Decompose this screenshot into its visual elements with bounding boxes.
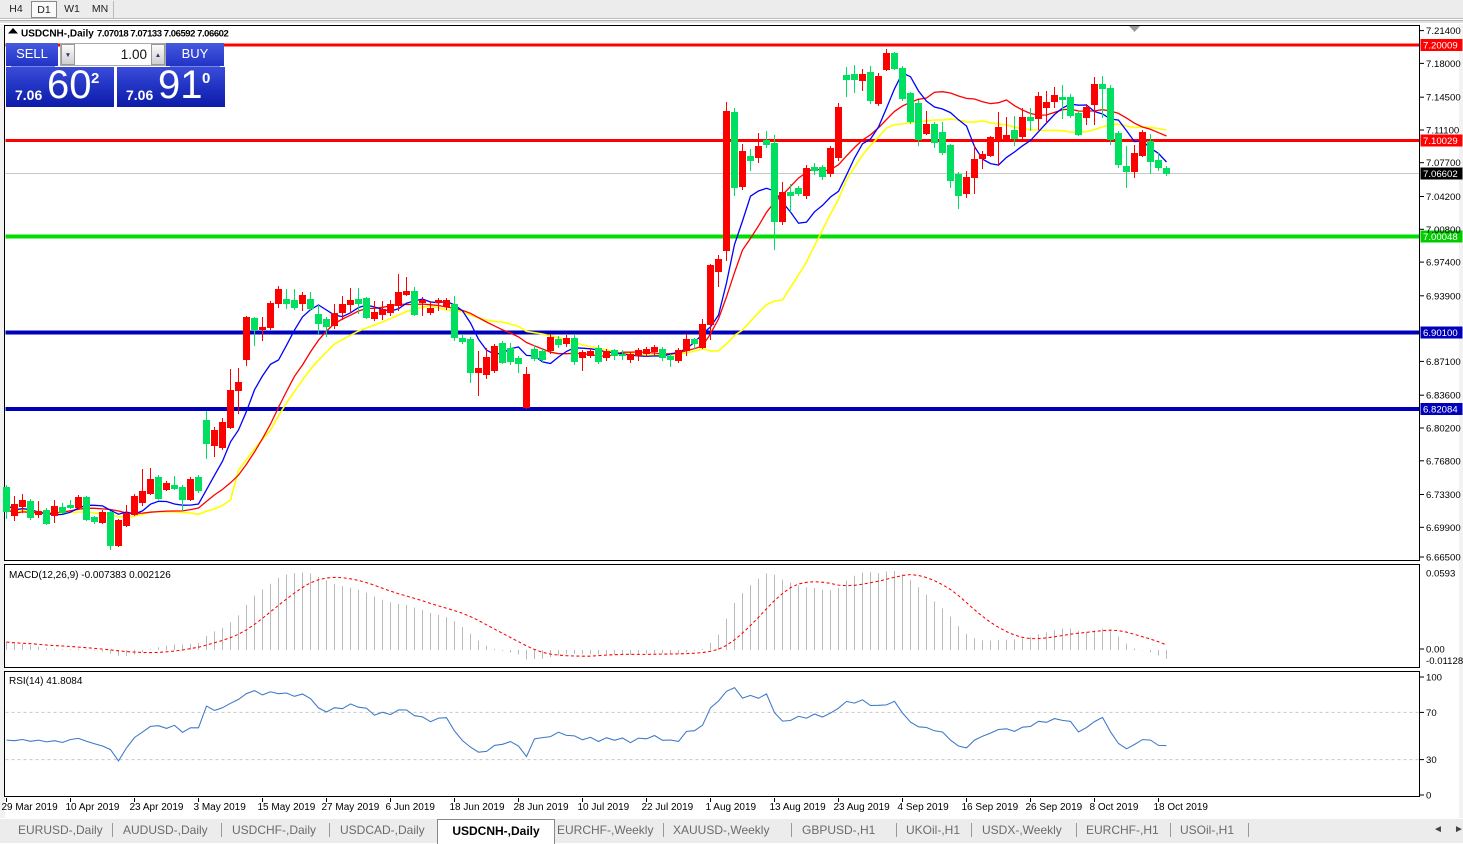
svg-text:6.66500: 6.66500	[1426, 553, 1461, 564]
svg-text:27 May 2019: 27 May 2019	[322, 802, 380, 813]
svg-text:7.07700: 7.07700	[1426, 158, 1461, 169]
svg-text:6.82084: 6.82084	[1423, 405, 1458, 416]
svg-text:16 Sep 2019: 16 Sep 2019	[962, 802, 1019, 813]
svg-text:23 Aug 2019: 23 Aug 2019	[834, 802, 891, 813]
svg-text:6.69900: 6.69900	[1426, 523, 1461, 534]
svg-text:6.93900: 6.93900	[1426, 291, 1461, 302]
svg-text:22 Jul 2019: 22 Jul 2019	[642, 802, 694, 813]
svg-text:6.97400: 6.97400	[1426, 258, 1461, 269]
svg-text:7.21400: 7.21400	[1426, 26, 1461, 37]
svg-text:7.10029: 7.10029	[1423, 136, 1458, 147]
svg-text:6.76800: 6.76800	[1426, 456, 1461, 467]
svg-text:0.0593: 0.0593	[1426, 569, 1455, 580]
svg-text:10 Apr 2019: 10 Apr 2019	[66, 802, 120, 813]
svg-text:100: 100	[1426, 673, 1442, 684]
svg-text:7.18000: 7.18000	[1426, 59, 1461, 70]
svg-text:6.90100: 6.90100	[1423, 328, 1458, 339]
svg-text:USDCNH-,Daily: USDCNH-,Daily	[21, 29, 94, 40]
svg-text:1 Aug 2019: 1 Aug 2019	[706, 802, 757, 813]
svg-text:3 May 2019: 3 May 2019	[194, 802, 247, 813]
svg-text:29 Mar 2019: 29 Mar 2019	[2, 802, 59, 813]
svg-text:6.83600: 6.83600	[1426, 391, 1461, 402]
svg-text:7.07018 7.07133 7.06592 7.0660: 7.07018 7.07133 7.06592 7.06602	[97, 29, 228, 40]
svg-text:7.00800: 7.00800	[1426, 225, 1461, 236]
svg-text:6 Jun 2019: 6 Jun 2019	[386, 802, 436, 813]
svg-text:23 Apr 2019: 23 Apr 2019	[130, 802, 184, 813]
svg-text:7.20009: 7.20009	[1423, 41, 1458, 52]
svg-text:7.06602: 7.06602	[1423, 169, 1458, 180]
svg-text:-0.011289: -0.011289	[1426, 656, 1463, 667]
svg-text:7.04200: 7.04200	[1426, 192, 1461, 203]
svg-text:26 Sep 2019: 26 Sep 2019	[1026, 802, 1083, 813]
svg-text:MACD(12,26,9) -0.007383 0.0021: MACD(12,26,9) -0.007383 0.002126	[9, 570, 171, 581]
svg-text:28 Jun 2019: 28 Jun 2019	[514, 802, 569, 813]
svg-text:0: 0	[1426, 791, 1431, 802]
svg-text:RSI(14) 41.8084: RSI(14) 41.8084	[9, 676, 83, 687]
svg-text:15 May 2019: 15 May 2019	[258, 802, 316, 813]
svg-text:0.00: 0.00	[1426, 645, 1445, 656]
svg-text:8 Oct 2019: 8 Oct 2019	[1090, 802, 1139, 813]
svg-text:30: 30	[1426, 755, 1437, 766]
svg-text:4 Sep 2019: 4 Sep 2019	[898, 802, 950, 813]
svg-text:18 Oct 2019: 18 Oct 2019	[1154, 802, 1209, 813]
svg-text:6.87100: 6.87100	[1426, 357, 1461, 368]
svg-text:10 Jul 2019: 10 Jul 2019	[578, 802, 630, 813]
svg-text:70: 70	[1426, 708, 1437, 719]
svg-text:18 Jun 2019: 18 Jun 2019	[450, 802, 505, 813]
svg-text:7.14500: 7.14500	[1426, 93, 1461, 104]
svg-text:13 Aug 2019: 13 Aug 2019	[770, 802, 827, 813]
svg-text:6.80200: 6.80200	[1426, 424, 1461, 435]
svg-text:6.73300: 6.73300	[1426, 490, 1461, 501]
svg-text:7.00048: 7.00048	[1423, 232, 1458, 243]
svg-text:7.11100: 7.11100	[1426, 126, 1459, 137]
